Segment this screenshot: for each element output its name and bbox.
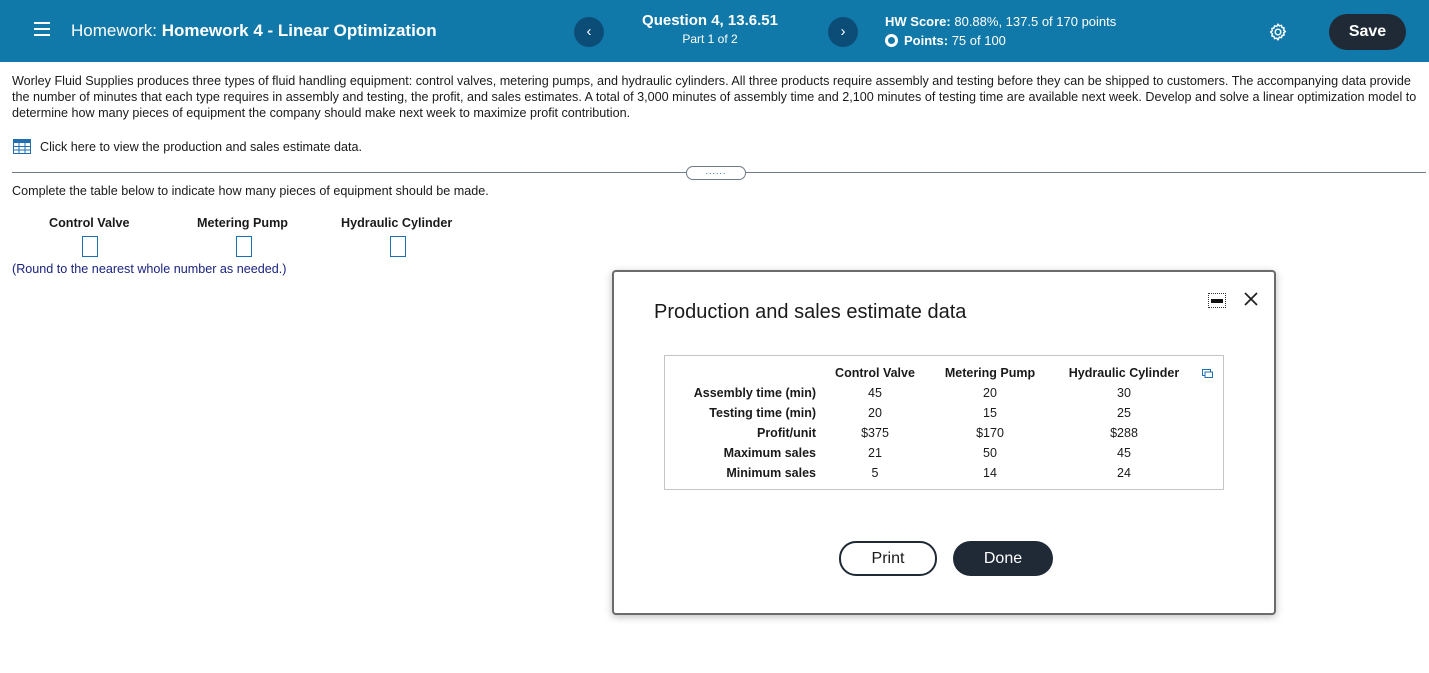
view-data-link-label: Click here to view the production and sa… [40,139,363,154]
question-title: Question 4, 13.6.51 [642,12,778,29]
points-value: 75 of 100 [951,33,1006,48]
score-label: HW Score: [885,14,951,29]
score-panel: HW Score: 80.88%, 137.5 of 170 points Po… [885,14,1116,48]
question-text: Worley Fluid Supplies produces three typ… [12,74,1417,120]
row-label: Testing time (min) [709,406,816,420]
table-cell: 24 [1117,466,1131,480]
answer-column-control-valve: Control Valve [49,216,130,230]
table-header-row: Control Valve Metering Pump Hydraulic Cy… [675,363,1200,383]
table-cell: 5 [871,466,879,480]
table-header-metering-pump: Metering Pump [944,366,1036,380]
top-bar: Homework: Homework 4 - Linear Optimizati… [0,0,1429,62]
table-row: Profit/unit $375 $170 $288 [675,423,1200,443]
row-label: Minimum sales [726,466,816,480]
table-row: Maximum sales 21 50 45 [675,443,1200,463]
answer-column-hydraulic-cylinder: Hydraulic Cylinder [341,216,453,230]
homework-title: Homework: Homework 4 - Linear Optimizati… [71,21,437,41]
close-icon[interactable] [1241,289,1261,309]
points-label: Points: [904,33,949,48]
answer-column-metering-pump: Metering Pump [197,216,288,230]
done-button[interactable]: Done [953,541,1053,576]
table-cell: 30 [1117,386,1131,400]
metering-pump-answer-input[interactable] [236,236,252,257]
minimize-icon[interactable] [1208,293,1226,308]
row-label: Maximum sales [723,446,816,460]
table-header-control-valve: Control Valve [835,366,915,380]
expand-dots-button[interactable]: ...... [686,166,746,180]
table-cell: 20 [868,406,882,420]
table-row: Assembly time (min) 45 20 30 [675,383,1200,403]
settings-gear-icon[interactable] [1268,22,1288,42]
row-label: Profit/unit [756,426,816,440]
table-cell: 21 [868,446,882,460]
table-cell: 20 [983,386,997,400]
data-table-container: Control Valve Metering Pump Hydraulic Cy… [664,355,1224,490]
table-row: Minimum sales 5 14 24 [675,463,1200,483]
table-header-hydraulic-cylinder: Hydraulic Cylinder [1068,366,1180,380]
homework-name: Homework 4 - Linear Optimization [161,21,437,40]
table-cell: 50 [983,446,997,460]
table-cell: 45 [868,386,882,400]
row-label: Assembly time (min) [693,386,816,400]
table-cell: 45 [1117,446,1131,460]
table-row: Testing time (min) 20 15 25 [675,403,1200,423]
copy-table-icon[interactable] [1202,369,1213,378]
table-header-blank [675,363,818,383]
print-button[interactable]: Print [839,541,937,576]
table-grid-icon [13,139,31,154]
table-cell: $170 [976,426,1004,440]
instruction-text: Complete the table below to indicate how… [12,184,489,198]
points-partial-icon [885,34,898,47]
previous-question-button[interactable]: ‹ [574,17,604,47]
menu-icon[interactable] [34,22,50,36]
table-cell: 25 [1117,406,1131,420]
question-part: Part 1 of 2 [682,32,738,46]
hydraulic-cylinder-answer-input[interactable] [390,236,406,257]
table-cell: $375 [861,426,889,440]
table-cell: 15 [983,406,997,420]
question-indicator: Question 4, 13.6.51 Part 1 of 2 [620,12,800,46]
production-data-table: Control Valve Metering Pump Hydraulic Cy… [675,363,1200,483]
dialog-title: Production and sales estimate data [654,301,967,323]
save-button[interactable]: Save [1329,14,1406,50]
data-dialog: Production and sales estimate data Contr… [612,270,1276,615]
score-value: 80.88%, 137.5 of 170 points [954,14,1117,29]
view-data-link[interactable]: Click here to view the production and sa… [13,139,362,154]
rounding-note: (Round to the nearest whole number as ne… [12,262,287,276]
table-cell: $288 [1110,426,1138,440]
homework-prefix: Homework: [71,21,157,40]
control-valve-answer-input[interactable] [82,236,98,257]
next-question-button[interactable]: › [828,17,858,47]
table-cell: 14 [983,466,997,480]
